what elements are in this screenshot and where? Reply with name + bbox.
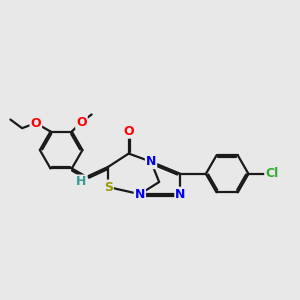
Text: H: H (76, 176, 87, 188)
Text: O: O (76, 116, 87, 129)
Text: O: O (123, 125, 134, 138)
Text: N: N (146, 155, 156, 168)
Text: Cl: Cl (265, 167, 278, 180)
Text: N: N (175, 188, 186, 201)
Text: N: N (135, 188, 145, 201)
Text: S: S (104, 181, 113, 194)
Text: O: O (31, 117, 41, 130)
